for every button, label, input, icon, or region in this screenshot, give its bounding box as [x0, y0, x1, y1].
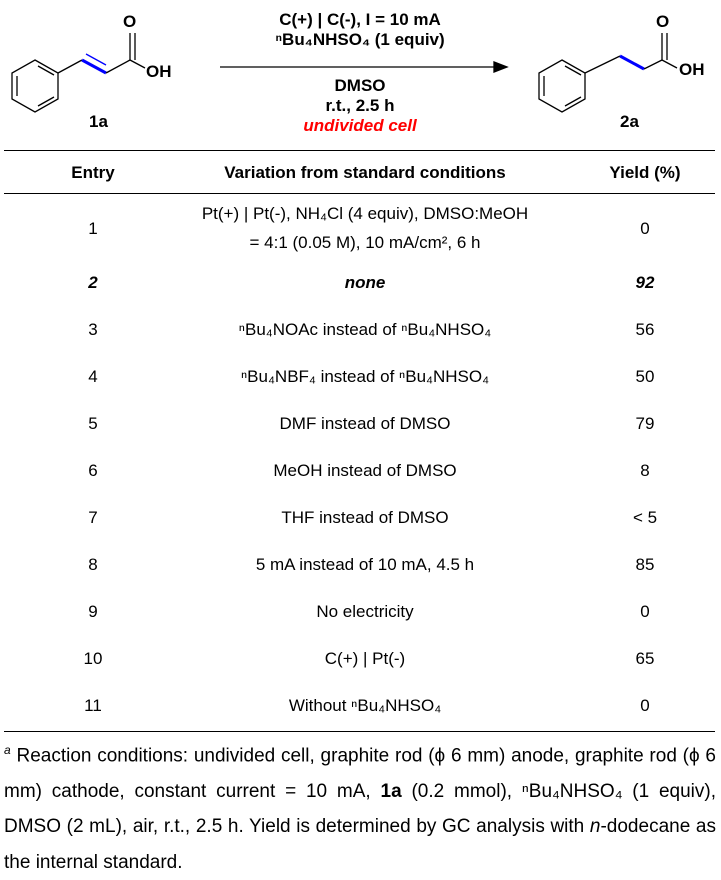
entry-cell: 2: [88, 273, 98, 292]
yield-cell: 56: [635, 320, 655, 339]
conditions-below: DMSO r.t., 2.5 h undivided cell: [215, 76, 505, 136]
entry-cell: 8: [88, 555, 98, 574]
product-o: O: [656, 12, 670, 31]
yield-cell: < 5: [632, 508, 658, 527]
footnote-compound: 1a: [380, 780, 402, 802]
solvent-conditions: DMSO: [334, 76, 386, 95]
reactant-label: 1a: [89, 112, 108, 131]
reaction-structures: [11, 33, 678, 113]
variation-cell: ⁿBu₄NOAc instead of ⁿBu₄NHSO₄: [238, 320, 492, 339]
variation-cell: DMF instead of DMSO: [279, 414, 451, 433]
variation-cell: C(+) | Pt(-): [324, 649, 406, 668]
entry-cell: 4: [88, 367, 98, 386]
yield-cell: 50: [635, 367, 655, 386]
yield-cell: 92: [635, 273, 655, 292]
cell-note: undivided cell: [303, 116, 417, 135]
entry-cell: 11: [84, 696, 102, 715]
reactant-structure: [11, 33, 146, 113]
header-yield: Yield (%): [609, 163, 681, 182]
reaction-scheme: O OH 1a O OH 2a C(+) | C(-), I = 10 mA ⁿ…: [0, 0, 721, 150]
yield-cell: 0: [640, 696, 650, 715]
product-label: 2a: [620, 112, 639, 131]
variation-cell: 5 mA instead of 10 mA, 4.5 h: [255, 555, 475, 574]
product-oh: OH: [679, 60, 705, 79]
entry-cell: 5: [88, 414, 98, 433]
entry-cell: 9: [88, 602, 98, 621]
variation-cell: THF instead of DMSO: [281, 508, 449, 527]
footnote-marker: a: [4, 743, 11, 757]
header-entry: Entry: [71, 163, 115, 182]
time-conditions: r.t., 2.5 h: [325, 96, 395, 115]
reactant-o: O: [123, 12, 137, 31]
table-top-rule: [4, 150, 715, 151]
table-header-rule: [4, 193, 715, 194]
variation-cell: Without ⁿBu₄NHSO₄: [288, 696, 442, 715]
variation-cell: none: [344, 273, 386, 292]
footnote-text-2: (0.2 mmol), ⁿBu₄NHSO₄ (1 equiv), DMSO (2…: [4, 780, 716, 838]
variation-cell: MeOH instead of DMSO: [273, 461, 457, 480]
entry-cell: 10: [83, 649, 103, 668]
variation-cell: ⁿBu₄NBF₄ instead of ⁿBu₄NHSO₄: [240, 367, 490, 386]
entry-cell: 7: [88, 508, 98, 527]
yield-cell: 8: [640, 461, 650, 480]
yield-cell: 79: [635, 414, 655, 433]
variation-cell-line2: = 4:1 (0.05 M), 10 mA/cm², 6 h: [249, 233, 481, 252]
conditions-above: C(+) | C(-), I = 10 mA ⁿBu₄NHSO₄ (1 equi…: [215, 10, 505, 50]
yield-cell: 0: [640, 219, 650, 238]
variation-cell: Pt(+) | Pt(-), NH₄Cl (4 equiv), DMSO:MeO…: [201, 204, 529, 223]
footnote-text-1: Reaction conditions: undivided cell, gra…: [4, 745, 716, 802]
reactant-oh: OH: [146, 62, 172, 81]
reaction-arrow: [220, 61, 509, 73]
entry-cell: 1: [88, 219, 98, 238]
yield-cell: 0: [640, 602, 650, 621]
electrolyte-conditions: ⁿBu₄NHSO₄ (1 equiv): [275, 30, 445, 49]
footnote: a Reaction conditions: undivided cell, g…: [4, 733, 716, 880]
variation-cell: No electricity: [316, 602, 414, 621]
header-variation: Variation from standard conditions: [224, 163, 506, 182]
yield-cell: 65: [635, 649, 655, 668]
table-bottom-rule: [4, 731, 715, 732]
electrode-conditions: C(+) | C(-), I = 10 mA: [279, 10, 441, 29]
yield-cell: 85: [635, 555, 655, 574]
entry-cell: 6: [88, 461, 98, 480]
product-structure: [538, 33, 678, 113]
footnote-italic: n: [589, 816, 601, 838]
entry-cell: 3: [88, 320, 98, 339]
